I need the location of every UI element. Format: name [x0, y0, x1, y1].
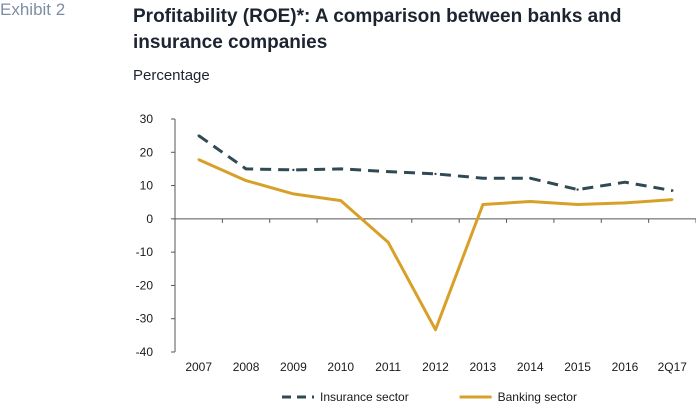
data-point-insurance-sector	[481, 177, 485, 180]
data-point-insurance-sector	[339, 167, 342, 171]
y-tick-label: 20	[140, 145, 154, 159]
exhibit-label: Exhibit 2	[0, 0, 66, 19]
data-point-banking-sector	[623, 201, 627, 205]
data-point-insurance-sector	[244, 167, 248, 171]
legend-label-insurance-sector: Insurance sector	[320, 390, 409, 404]
x-tick-label: 2013	[470, 360, 497, 374]
data-point-banking-sector	[339, 199, 342, 202]
data-point-banking-sector	[529, 200, 532, 203]
x-tick-label: 2010	[327, 360, 354, 374]
x-tick-label: 2Q17	[658, 360, 688, 374]
y-tick-label: -20	[136, 278, 154, 292]
data-point-insurance-sector	[529, 177, 532, 180]
y-tick-label: -10	[136, 245, 154, 259]
data-point-insurance-sector	[671, 189, 674, 192]
y-tick-label: -40	[136, 345, 154, 359]
x-tick-label: 2014	[517, 360, 544, 374]
x-tick-label: 2012	[422, 360, 449, 374]
data-point-banking-sector	[386, 240, 390, 244]
data-point-insurance-sector	[576, 188, 579, 191]
y-tick-label: 0	[146, 212, 153, 226]
y-tick-label: -30	[136, 312, 154, 326]
x-tick-label: 2007	[185, 360, 212, 374]
x-tick-label: 2011	[375, 360, 401, 374]
chart-title: Profitability (ROE)*: A comparison betwe…	[133, 6, 622, 53]
series-line-insurance-sector	[197, 134, 673, 193]
y-tick-label: 10	[140, 179, 154, 193]
data-point-banking-sector	[244, 179, 248, 182]
data-point-banking-sector	[576, 203, 579, 206]
x-tick-label: 2009	[280, 360, 307, 374]
data-point-banking-sector	[292, 192, 295, 196]
data-point-banking-sector	[434, 328, 437, 331]
y-tick-label: 30	[140, 112, 154, 126]
data-point-banking-sector	[197, 158, 200, 161]
data-point-insurance-sector	[623, 181, 627, 184]
x-tick-label: 2008	[233, 360, 260, 374]
data-point-insurance-sector	[386, 170, 390, 173]
data-point-insurance-sector	[197, 134, 200, 137]
chart-subtitle: Percentage	[133, 67, 210, 84]
x-tick-label: 2015	[564, 360, 591, 374]
legend-label-banking-sector: Banking sector	[498, 390, 577, 404]
data-point-insurance-sector	[434, 172, 437, 176]
x-tick-label: 2016	[612, 360, 639, 374]
data-point-banking-sector	[671, 198, 674, 201]
data-point-banking-sector	[481, 203, 485, 206]
data-point-insurance-sector	[292, 168, 295, 172]
